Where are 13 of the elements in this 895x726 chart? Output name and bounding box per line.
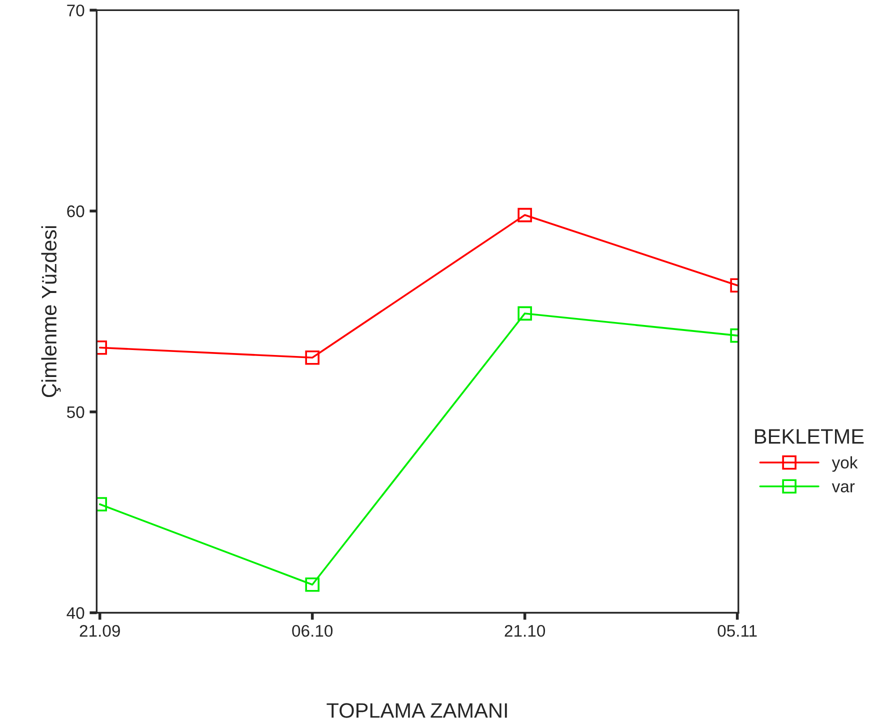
y-tick-label: 70 — [67, 4, 84, 16]
y-axis-title: Çimlenme Yüzdesi — [41, 226, 61, 398]
y-tick-label: 50 — [66, 406, 84, 418]
x-tick-label: 21.09 — [80, 624, 120, 637]
y-tick-label: 60 — [67, 205, 84, 218]
y-tick-label: 40 — [66, 607, 84, 619]
legend-label: var — [832, 483, 855, 492]
x-tick-label: 05.11 — [718, 624, 757, 637]
legend-label: yok — [832, 456, 858, 472]
x-axis-title: TOPLAMA ZAMANI — [326, 703, 507, 718]
x-tick-label: 21.10 — [504, 624, 546, 637]
legend-title: BEKLETME — [755, 429, 864, 444]
x-tick-label: 06.10 — [292, 624, 333, 637]
